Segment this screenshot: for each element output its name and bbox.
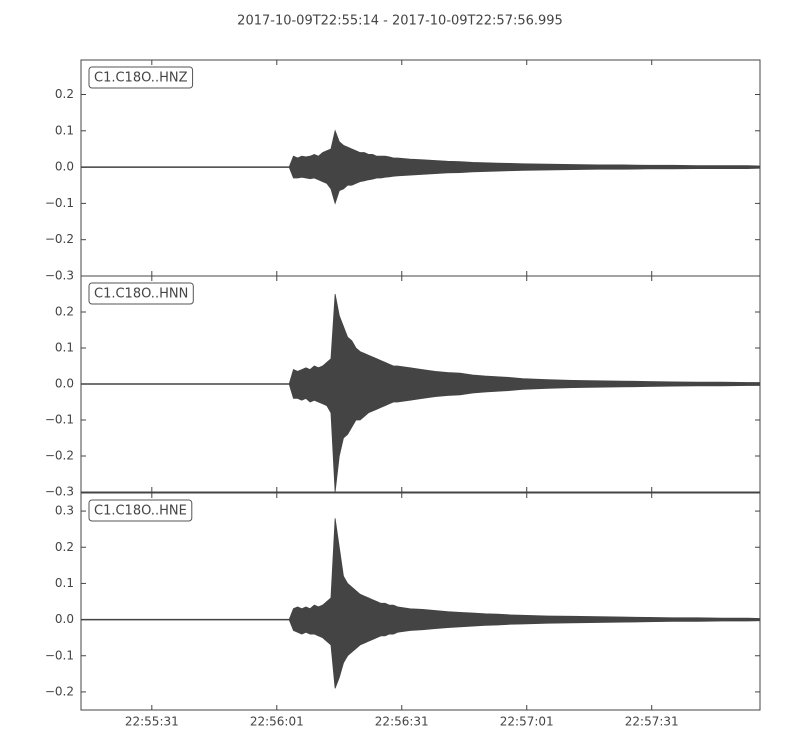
waveform-envelope <box>81 166 760 205</box>
waveform-envelope <box>81 383 760 492</box>
y-tick-label: −0.3 <box>45 269 74 283</box>
y-tick-label: 0.1 <box>55 341 74 355</box>
waveform-envelope <box>81 293 760 385</box>
y-tick-label: 0.0 <box>55 160 74 174</box>
trace-label: C1.C18O..HNE <box>94 504 187 519</box>
y-tick-label: 0.0 <box>55 377 74 391</box>
x-tick-label: 22:55:31 <box>125 715 179 729</box>
trace-label: C1.C18O..HNZ <box>94 71 188 86</box>
y-tick-label: −0.1 <box>45 196 74 210</box>
x-tick-label: 22:57:01 <box>500 715 554 729</box>
trace-label: C1.C18O..HNN <box>94 287 188 302</box>
y-tick-label: 0.2 <box>55 87 74 101</box>
y-tick-label: 0.3 <box>55 504 74 518</box>
x-tick-label: 22:56:01 <box>250 715 304 729</box>
y-tick-label: −0.2 <box>45 684 74 698</box>
waveform-envelope <box>81 619 760 689</box>
y-tick-label: 0.0 <box>55 612 74 626</box>
y-tick-label: 0.1 <box>55 123 74 137</box>
y-tick-label: −0.3 <box>45 485 74 499</box>
plot-frame <box>80 492 761 711</box>
waveform-envelope <box>81 518 760 620</box>
trace-label-box <box>88 66 194 89</box>
waveform-envelope <box>81 129 760 168</box>
y-tick-label: 0.2 <box>55 540 74 554</box>
y-tick-label: 0.2 <box>55 305 74 319</box>
y-tick-label: −0.1 <box>45 648 74 662</box>
y-tick-label: −0.2 <box>45 232 74 246</box>
trace-label-box <box>88 499 193 522</box>
x-tick-label: 22:57:31 <box>625 715 679 729</box>
y-tick-label: −0.1 <box>45 413 74 427</box>
trace-label-box <box>88 282 194 305</box>
figure-title: 2017-10-09T22:55:14 - 2017-10-09T22:57:5… <box>237 14 563 29</box>
x-tick-label: 22:56:31 <box>375 715 429 729</box>
y-tick-label: −0.2 <box>45 449 74 463</box>
y-tick-label: 0.1 <box>55 576 74 590</box>
